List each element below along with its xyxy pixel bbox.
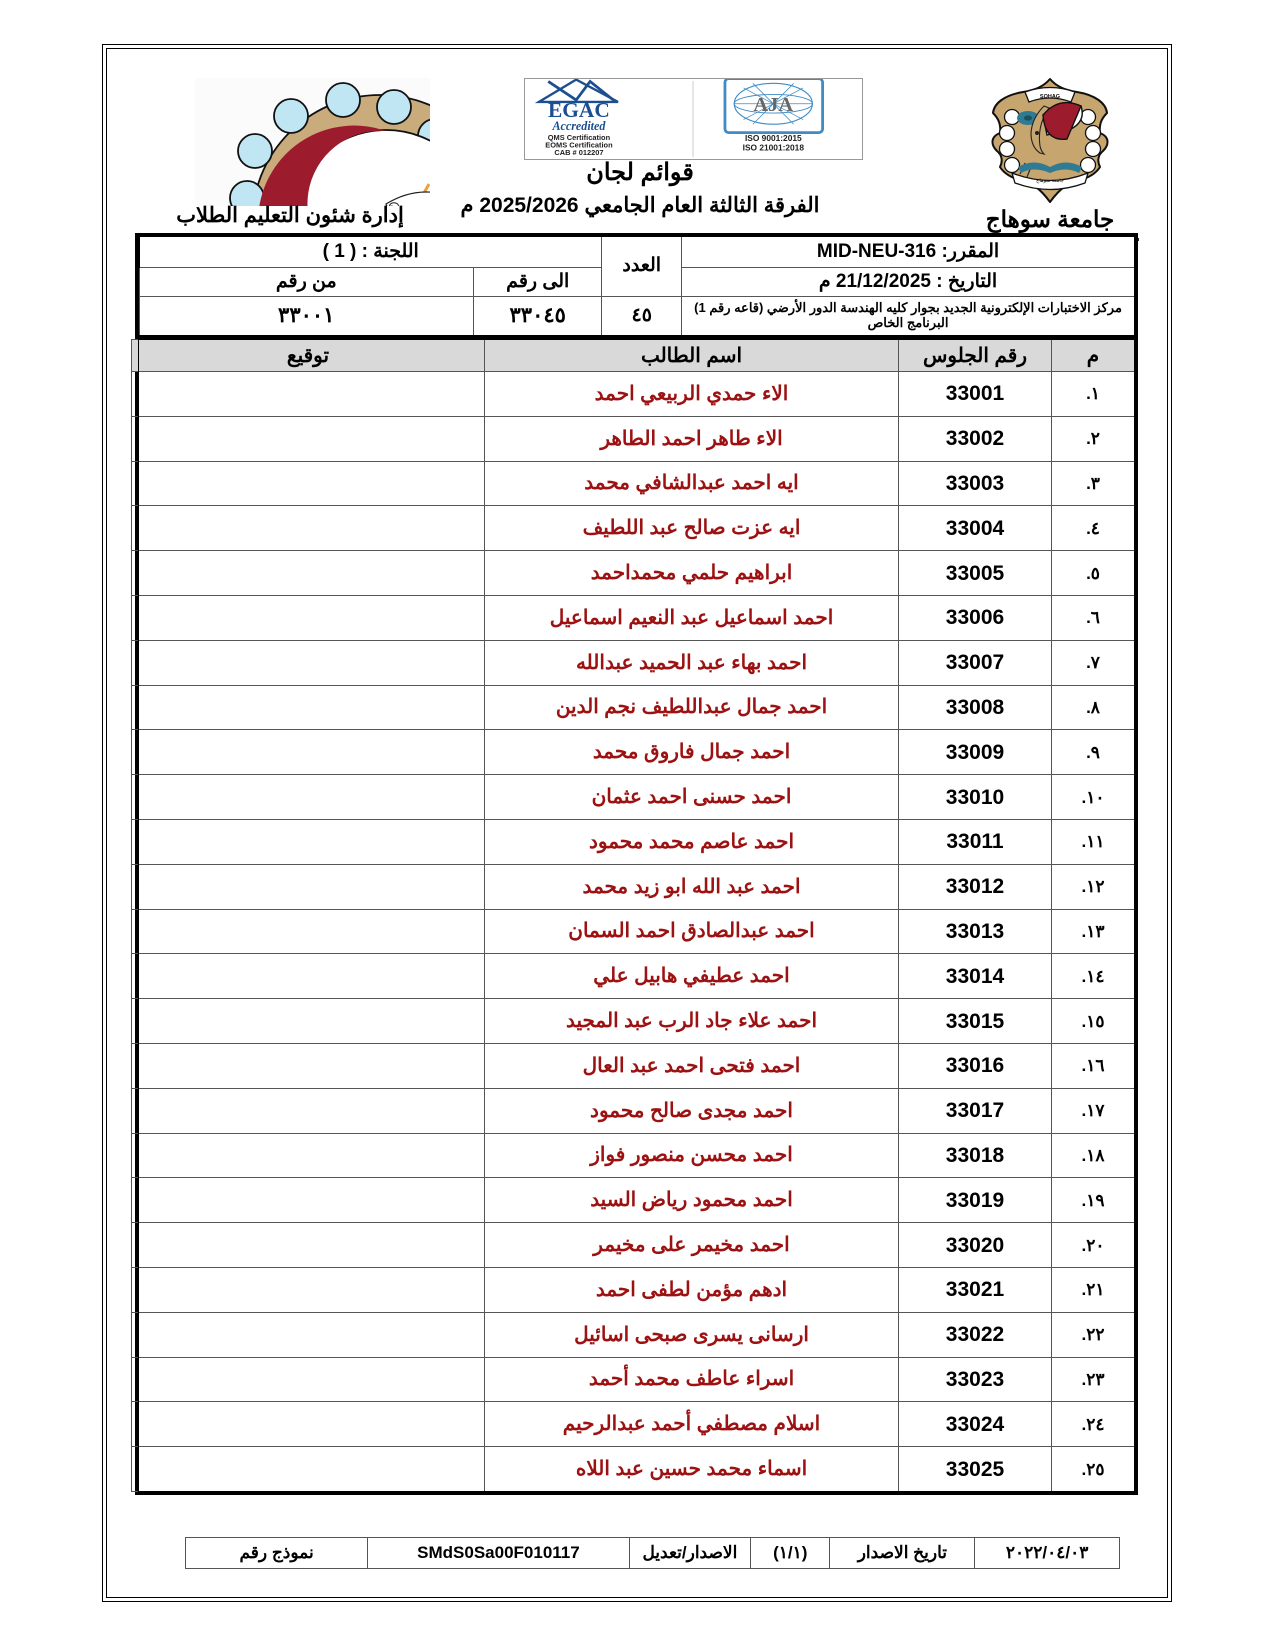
svg-text:ISO 21001:2018: ISO 21001:2018: [743, 142, 805, 152]
svg-text:CAB # 012207: CAB # 012207: [554, 148, 603, 157]
svg-text:AJA: AJA: [753, 94, 793, 116]
svg-text:SOHAG: SOHAG: [1040, 94, 1060, 100]
svg-text:جامعة سوهاج: جامعة سوهاج: [1036, 178, 1064, 184]
svg-text:Accredited: Accredited: [551, 119, 606, 133]
